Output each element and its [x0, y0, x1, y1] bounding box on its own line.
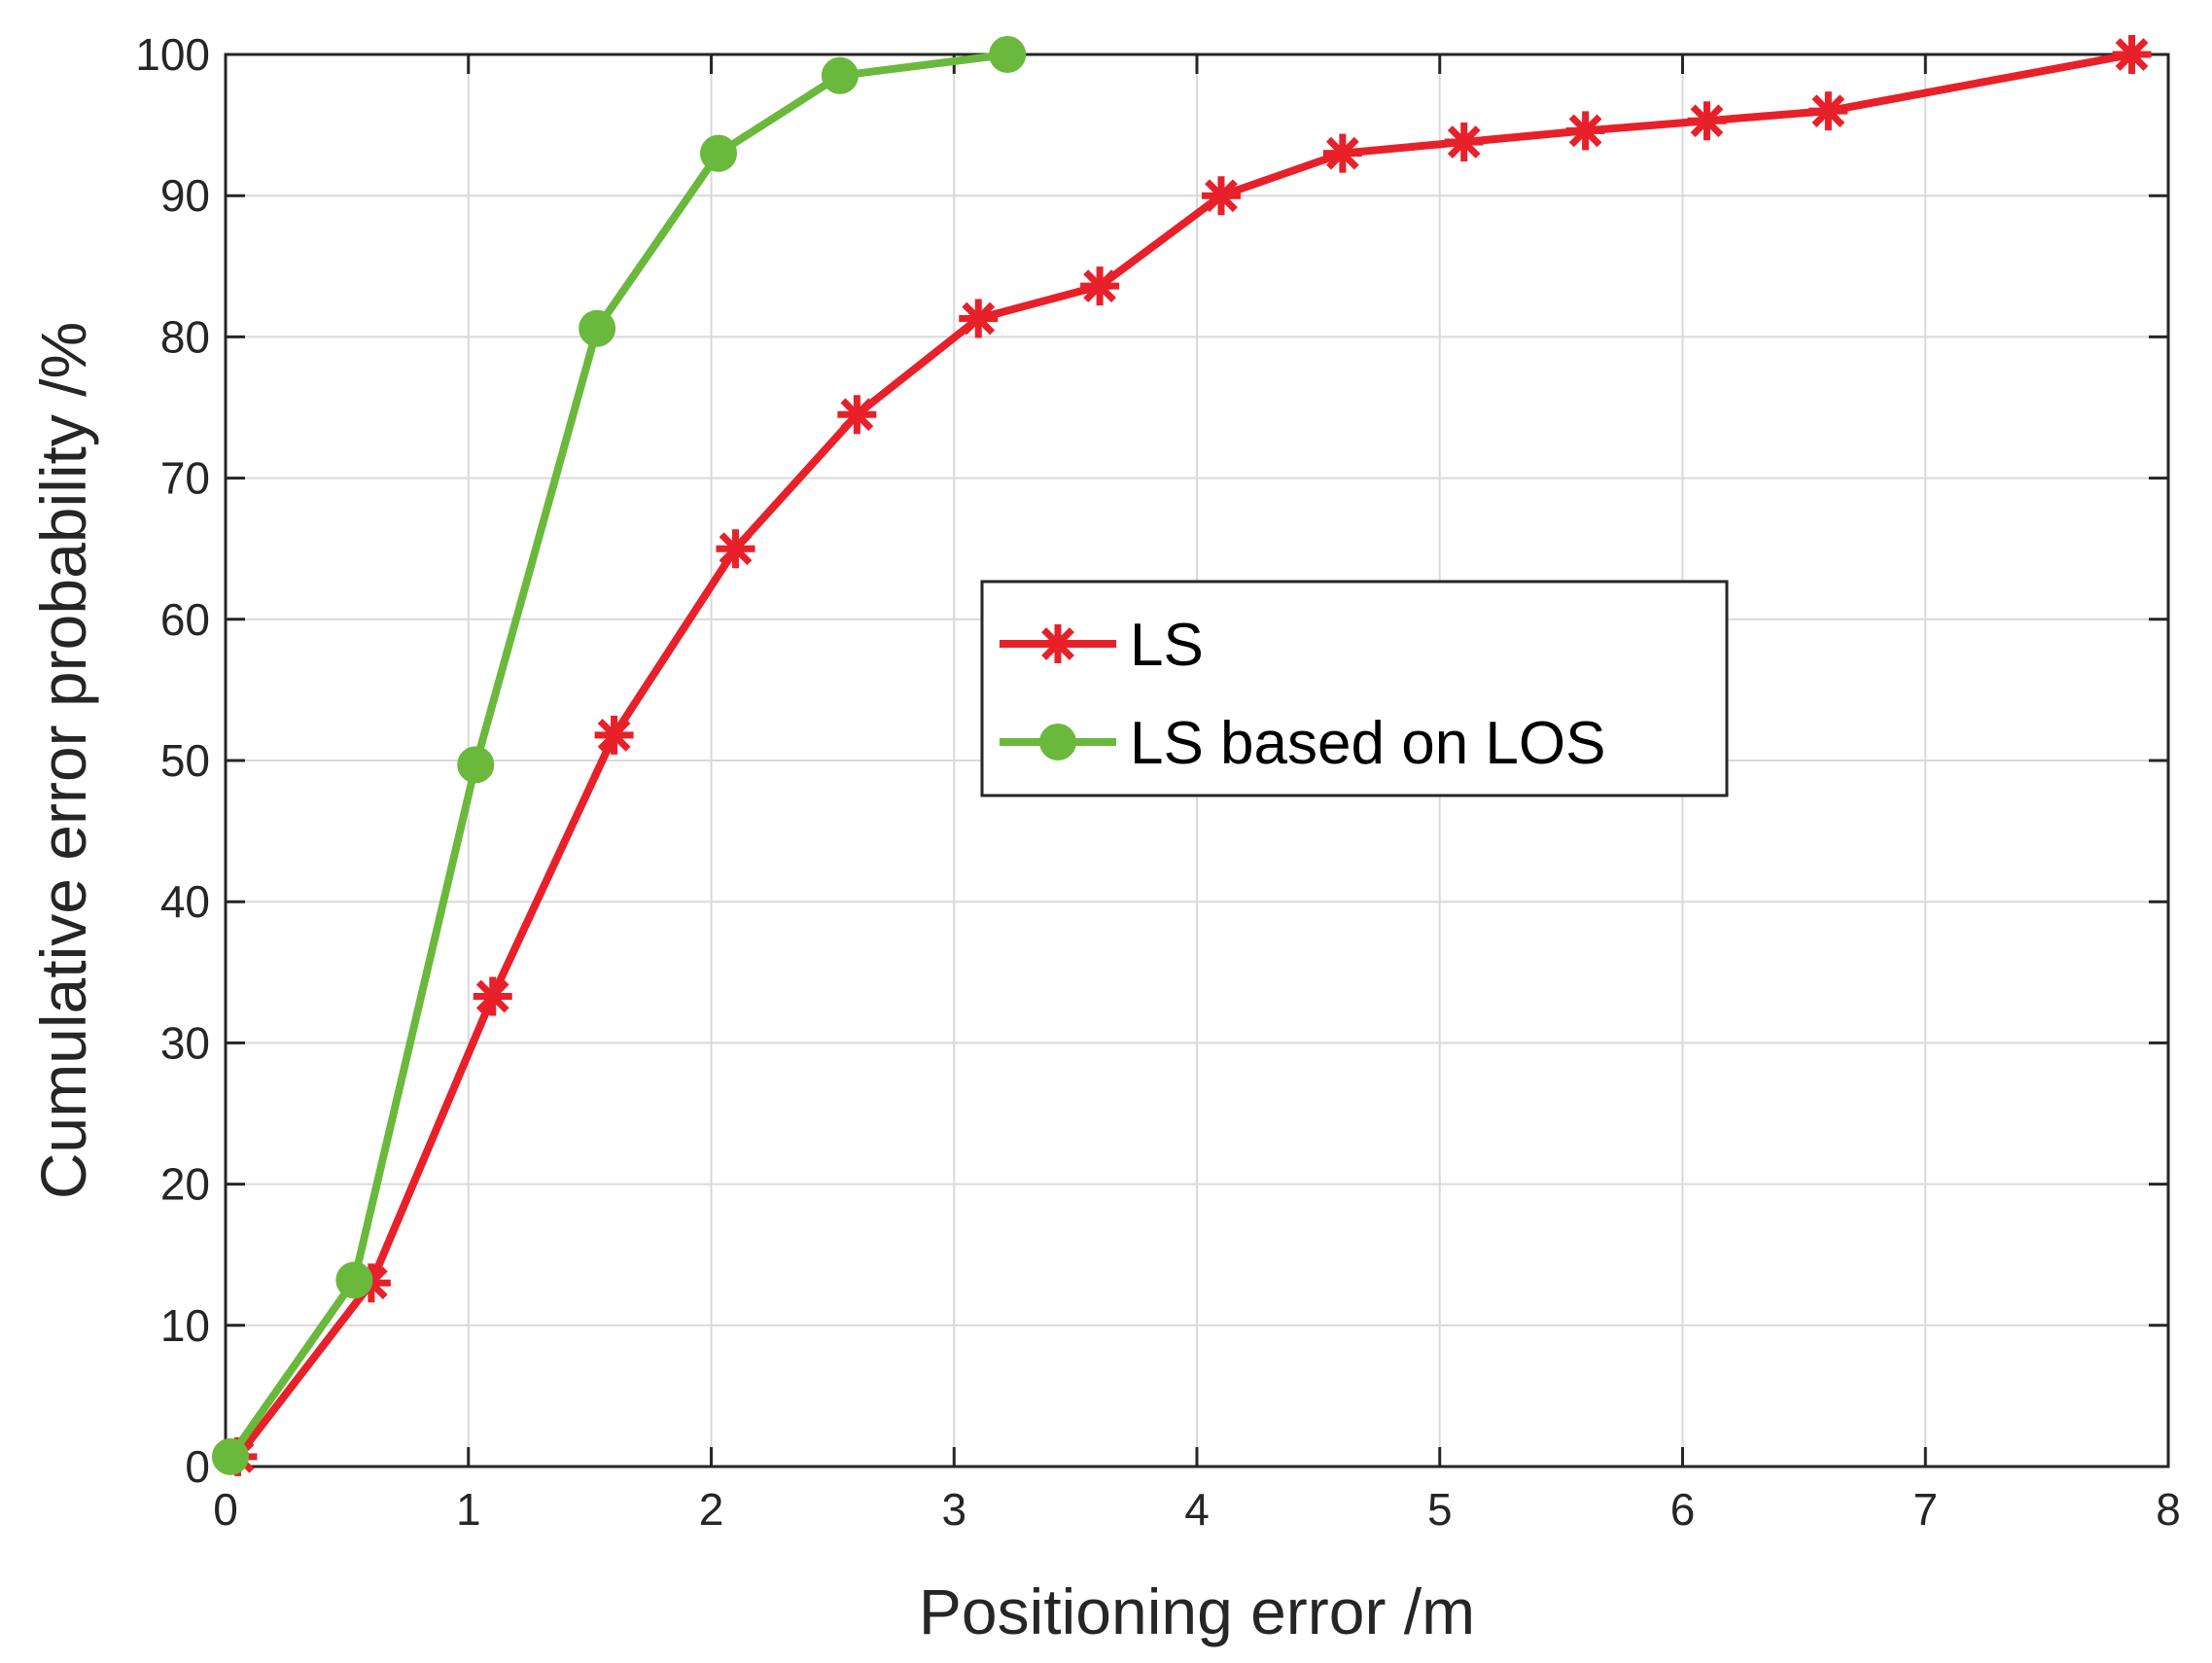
data-point	[716, 529, 755, 569]
x-tick-label: 4	[1184, 1484, 1210, 1535]
x-tick-label: 5	[1427, 1484, 1453, 1535]
data-point	[335, 1261, 373, 1299]
data-point	[989, 36, 1027, 73]
data-point	[1444, 123, 1484, 162]
data-point	[2112, 35, 2152, 74]
y-tick-label: 90	[160, 170, 210, 221]
data-point	[579, 309, 616, 347]
data-point	[821, 56, 859, 94]
legend-box	[980, 580, 1729, 797]
series-ls	[218, 35, 2152, 1476]
data-point	[1565, 111, 1605, 151]
axes: 0 1 2 3 4 5 6 7 80102030405060708090100Positioni…	[27, 29, 2181, 1647]
y-tick-label: 80	[160, 311, 210, 362]
x-tick-label: 6	[1670, 1484, 1696, 1535]
y-tick-label: 10	[160, 1300, 210, 1351]
y-tick-label: 50	[160, 735, 210, 786]
legend-marker	[1038, 624, 1077, 663]
x-tick-label: 2	[699, 1484, 724, 1535]
legend-marker	[1039, 724, 1076, 761]
y-tick-label: 100	[135, 29, 210, 80]
y-tick-label: 20	[160, 1159, 210, 1210]
x-tick-label: 1	[456, 1484, 481, 1535]
data-point	[594, 715, 634, 755]
x-axis-title: Positioning error /m	[919, 1575, 1475, 1647]
series-lines	[211, 35, 2152, 1476]
data-point	[1080, 266, 1120, 306]
y-tick-label: 30	[160, 1017, 210, 1068]
legend-label: LS	[1130, 612, 1204, 679]
x-tick-label: 3	[941, 1484, 966, 1535]
y-axis-title: Cumulative error probability /%	[27, 322, 99, 1199]
y-tick-label: 70	[160, 453, 210, 504]
data-point	[837, 395, 877, 435]
data-point	[1687, 101, 1727, 141]
legend-label: LS based on LOS	[1130, 710, 1605, 777]
data-point	[959, 299, 999, 338]
data-point	[457, 746, 495, 784]
legend: LS LS based on LOS	[980, 580, 1729, 797]
y-tick-label: 40	[160, 876, 210, 927]
y-tick-label: 60	[160, 594, 210, 645]
series-ls-based-on-los	[211, 36, 1027, 1475]
data-point	[1201, 176, 1241, 216]
data-point	[473, 976, 512, 1016]
x-tick-label: 7	[1913, 1484, 1938, 1535]
legend-item: LS	[1000, 612, 1204, 679]
x-tick-label: 8	[2156, 1484, 2181, 1535]
y-tick-label: 0	[185, 1441, 210, 1492]
x-tick-label: 0	[213, 1484, 238, 1535]
data-point	[211, 1437, 249, 1475]
data-point	[699, 134, 737, 172]
legend-item: LS based on LOS	[1000, 710, 1605, 777]
data-point	[1322, 133, 1362, 173]
data-point	[1808, 91, 1848, 131]
